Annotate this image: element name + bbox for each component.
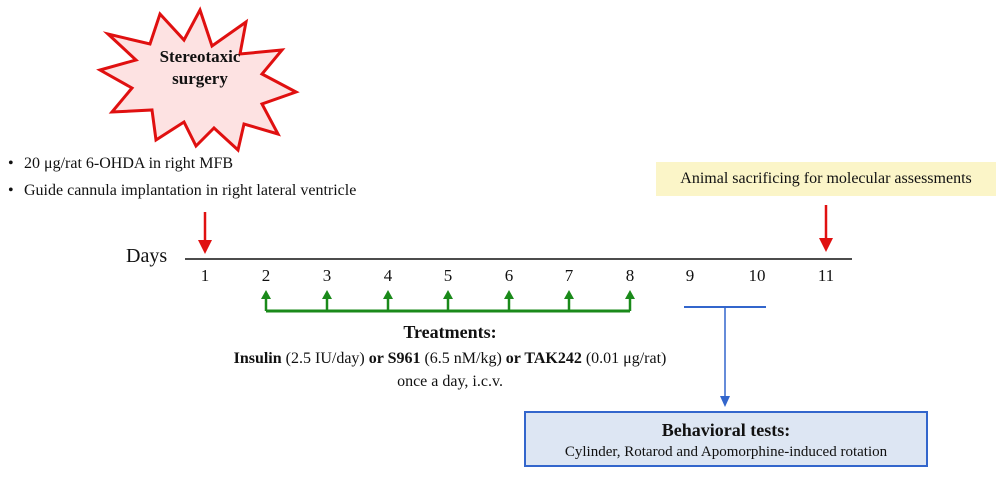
behavioral-tests-box: Behavioral tests: Cylinder, Rotarod and … xyxy=(524,411,928,467)
list-item: Guide cannula implantation in right late… xyxy=(8,177,356,204)
treatment-arrow xyxy=(383,290,393,311)
day-label: 6 xyxy=(504,266,514,285)
behavioral-tests-list: Cylinder, Rotarod and Apomorphine-induce… xyxy=(564,444,888,460)
treatment-arrow xyxy=(625,290,635,311)
treatment-arrow xyxy=(564,290,574,311)
sacrifice-arrow xyxy=(819,205,833,252)
sacrifice-label: Animal sacrificing for molecular assessm… xyxy=(656,162,996,196)
surgery-label-line1: Stereotaxic xyxy=(159,47,241,66)
day-label: 2 xyxy=(261,266,271,285)
behavioral-tests-title: Behavioral tests: xyxy=(661,420,791,440)
surgery-label-line2: surgery xyxy=(172,69,228,88)
treatments-description: Insulin (2.5 IU/day) or S961 (6.5 nM/kg)… xyxy=(233,350,667,367)
treatment-bracket xyxy=(261,290,635,313)
list-item: 20 μg/rat 6-OHDA in right MFB xyxy=(8,150,356,177)
day-label: 5 xyxy=(443,266,453,285)
treatment-arrow xyxy=(261,290,271,311)
day-label: 8 xyxy=(625,266,635,285)
day-label: 7 xyxy=(564,266,574,285)
surgery-arrow xyxy=(198,212,212,254)
days-axis-label: Days xyxy=(126,245,168,267)
surgery-starburst xyxy=(96,6,300,153)
surgery-label: Stereotaxic surgery xyxy=(120,46,280,90)
treatment-arrow xyxy=(504,290,514,311)
day-label: 9 xyxy=(685,266,695,285)
treatments-schedule: once a day, i.c.v. xyxy=(397,373,503,390)
day-label: 4 xyxy=(383,266,393,285)
treatments-title: Treatments: xyxy=(403,322,497,342)
treatment-arrow xyxy=(443,290,453,311)
day-label: 3 xyxy=(322,266,332,285)
day-label: 1 xyxy=(200,266,210,285)
day-label: 10 xyxy=(748,266,766,285)
behavioral-connector xyxy=(684,306,766,407)
treatment-arrow xyxy=(322,290,332,311)
day-label: 11 xyxy=(817,266,835,285)
surgery-notes: 20 μg/rat 6-OHDA in right MFB Guide cann… xyxy=(8,150,356,204)
